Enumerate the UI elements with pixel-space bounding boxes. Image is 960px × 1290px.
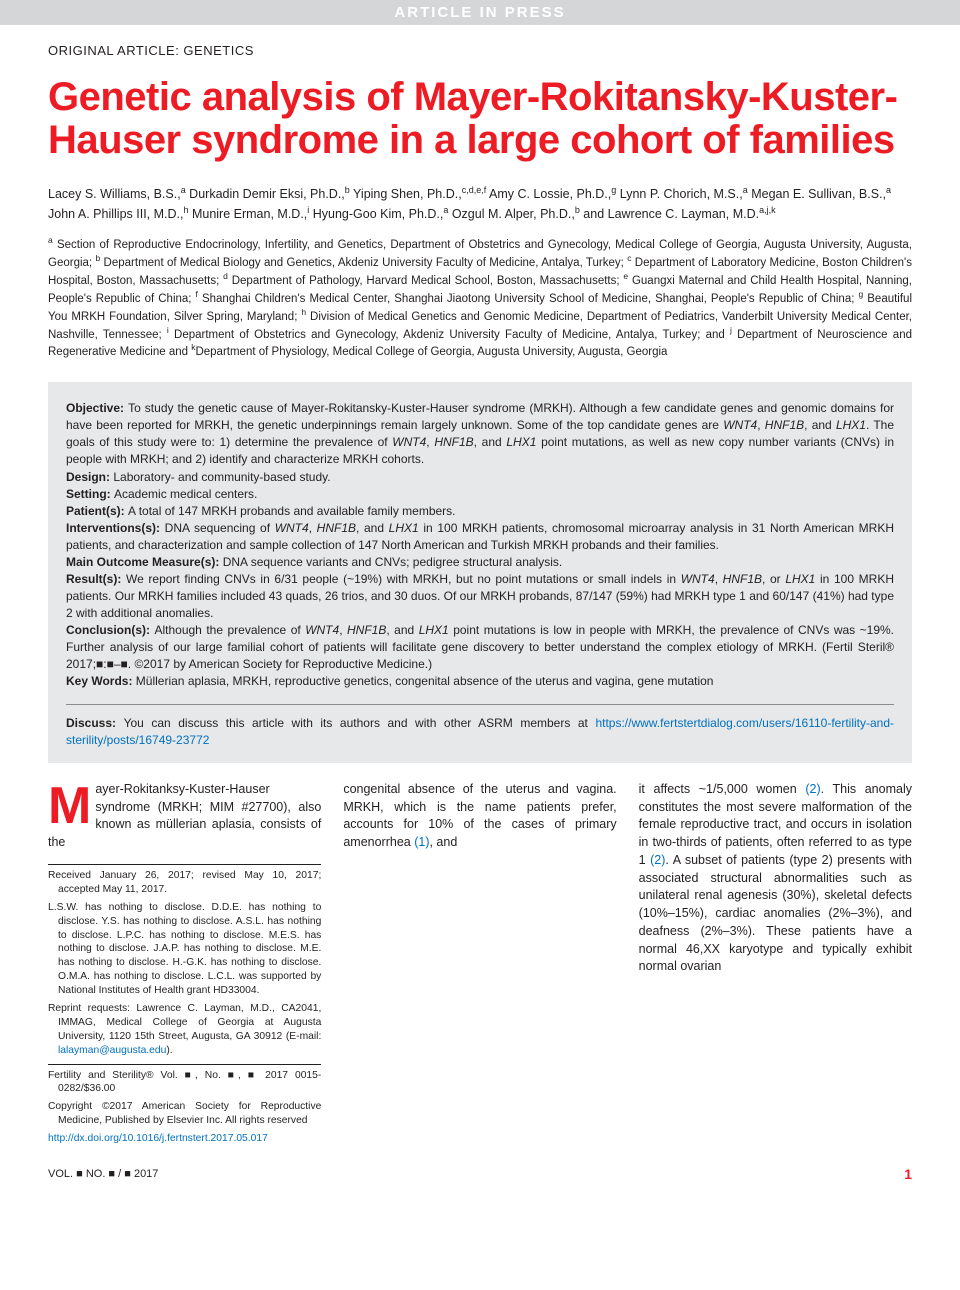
footnotes: Received January 26, 2017; revised May 1… (48, 864, 321, 1146)
abstract-setting: Setting: Academic medical centers. (66, 486, 894, 503)
dropcap: M (48, 781, 95, 830)
reprint-email-link[interactable]: lalayman@augusta.edu (58, 1045, 166, 1056)
footnote-reprint: Reprint requests: Lawrence C. Layman, M.… (48, 1002, 321, 1058)
footer-left: VOL. ■ NO. ■ / ■ 2017 (48, 1168, 158, 1180)
abstract-keywords: Key Words: Müllerian aplasia, MRKH, repr… (66, 673, 894, 690)
body-col-2: congenital absence of the uterus and vag… (343, 781, 616, 1150)
article-type: ORIGINAL ARTICLE: GENETICS (48, 43, 912, 58)
abstract-objective: Objective: To study the genetic cause of… (66, 400, 894, 468)
affiliations: a Section of Reproductive Endocrinology,… (48, 235, 912, 360)
abstract-patients: Patient(s): A total of 147 MRKH probands… (66, 503, 894, 520)
page-footer: VOL. ■ NO. ■ / ■ 2017 1 (0, 1160, 960, 1192)
doi-link[interactable]: http://dx.doi.org/10.1016/j.fertnstert.2… (48, 1133, 268, 1144)
body-text: Mayer-Rokitanksy-Kuster-Hauser syndrome … (48, 781, 912, 1150)
footnote-received: Received January 26, 2017; revised May 1… (48, 869, 321, 897)
article-in-press-banner: ARTICLE IN PRESS (0, 0, 960, 25)
footnote-journal: Fertility and Sterility® Vol. ■, No. ■, … (48, 1069, 321, 1097)
author-list: Lacey S. Williams, B.S.,a Durkadin Demir… (48, 184, 912, 223)
abstract-outcome: Main Outcome Measure(s): DNA sequence va… (66, 554, 894, 571)
body-col-1: Mayer-Rokitanksy-Kuster-Hauser syndrome … (48, 781, 321, 1150)
footnote-disclosures: L.S.W. has nothing to disclose. D.D.E. h… (48, 901, 321, 998)
page-number: 1 (904, 1166, 912, 1182)
abstract-results: Result(s): We report finding CNVs in 6/3… (66, 571, 894, 622)
ref-link-2b[interactable]: (2) (650, 853, 665, 867)
article-title: Genetic analysis of Mayer-Rokitansky-Kus… (48, 76, 912, 162)
abstract-interventions: Interventions(s): DNA sequencing of WNT4… (66, 520, 894, 554)
footnote-copyright: Copyright ©2017 American Society for Rep… (48, 1100, 321, 1128)
ref-link-1[interactable]: (1) (414, 835, 429, 849)
ref-link-2[interactable]: (2) (805, 782, 820, 796)
discuss-section: Discuss: You can discuss this article wi… (66, 704, 894, 749)
page-content: ORIGINAL ARTICLE: GENETICS Genetic analy… (0, 25, 960, 1160)
abstract-block: Objective: To study the genetic cause of… (48, 382, 912, 763)
abstract-design: Design: Laboratory- and community-based … (66, 469, 894, 486)
body-col-3: it affects ~1/5,000 women (2). This anom… (639, 781, 912, 1150)
abstract-conclusions: Conclusion(s): Although the prevalence o… (66, 622, 894, 673)
